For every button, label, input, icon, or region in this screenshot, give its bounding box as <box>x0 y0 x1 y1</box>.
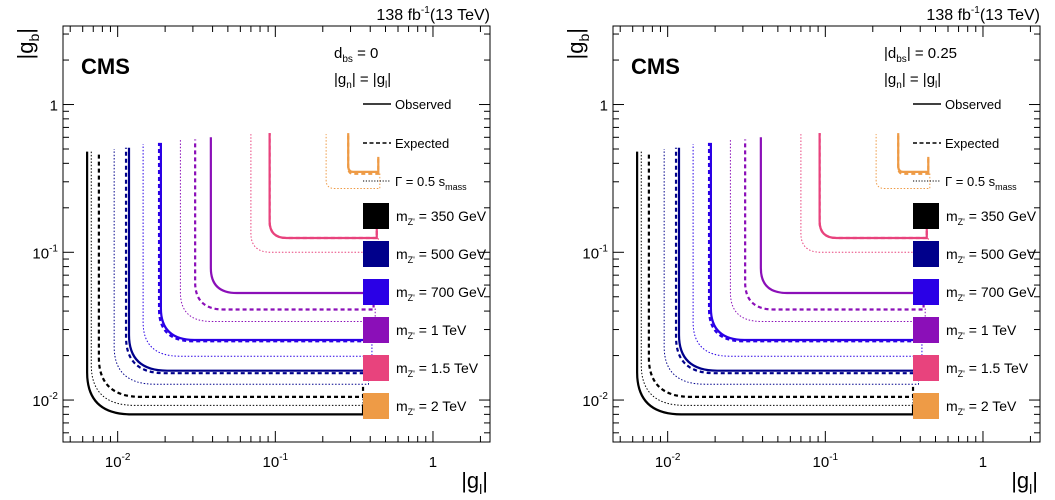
x-tick-label-0: 10-2 <box>105 452 131 471</box>
contour-expected-0 <box>647 151 915 399</box>
legend-mass-label-5: mZ' = 2 TeV <box>396 398 467 417</box>
x-axis-title: |gl| <box>461 468 488 497</box>
y-axis-title: |gb| <box>13 28 42 59</box>
x-axis-title: |gl| <box>1011 468 1038 497</box>
condition-coupling: |gn| = |gl| <box>334 71 391 91</box>
legend-mass-label-3: mZ' = 1 TeV <box>396 322 467 341</box>
contour-expected-3 <box>744 139 925 311</box>
contour-width-2 <box>142 144 373 357</box>
contour-width-2 <box>692 144 923 357</box>
x-tick-label-0: 10-2 <box>655 452 681 471</box>
contour-expected-2 <box>157 142 372 343</box>
contour-observed-0 <box>636 151 915 416</box>
contour-observed-3 <box>209 137 375 295</box>
contour-width-4 <box>250 134 379 253</box>
contour-observed-2 <box>159 142 372 342</box>
legend-swatch-0 <box>913 203 939 229</box>
legend-swatch-4 <box>913 355 939 381</box>
plot-frame <box>62 25 491 443</box>
contour-observed-1 <box>677 147 918 372</box>
panel-left: 10-2 10-1 1 10-2 10-1 1 |gl| |gb| 138 fb-1(13 Te… <box>13 5 491 497</box>
legend-label-dotted: Γ = 0.5 smass <box>395 174 467 192</box>
legend-mass-label-4: mZ' = 1.5 TeV <box>396 360 479 379</box>
y-tick-label-0: 10-2 <box>582 391 608 410</box>
contour-width-5 <box>875 134 931 190</box>
legend-label-dashed: Expected <box>395 136 449 151</box>
legend-swatch-5 <box>913 393 939 419</box>
axis-ticks <box>613 26 1040 442</box>
contour-observed-2 <box>709 142 922 342</box>
condition-coupling: |gn| = |gl| <box>884 71 941 91</box>
legend-swatch-2 <box>363 279 389 305</box>
contour-width-4 <box>800 134 929 253</box>
panel-right: 10-2 10-1 1 10-2 10-1 1 |gl| |gb| 138 fb-1(13 Te… <box>563 5 1041 497</box>
contour-observed-1 <box>127 147 368 372</box>
legend-swatch-3 <box>913 317 939 343</box>
contour-observed-5 <box>347 133 380 173</box>
legend-mass-label-1: mZ' = 500 GeV <box>946 246 1037 265</box>
contour-expected-1 <box>674 147 918 375</box>
legend-swatch-4 <box>363 355 389 381</box>
contour-width-5 <box>325 134 381 190</box>
axis-ticks <box>63 26 490 442</box>
legend-swatch-1 <box>363 241 389 267</box>
contour-expected-2 <box>707 142 922 343</box>
experiment-label: CMS <box>81 54 130 79</box>
contour-expected-3 <box>194 139 375 311</box>
contour-width-0 <box>640 151 914 406</box>
y-tick-label-2: 1 <box>50 98 58 115</box>
legend-mass-label-0: mZ' = 350 GeV <box>396 208 487 227</box>
contours <box>636 133 931 416</box>
experiment-label: CMS <box>631 54 680 79</box>
contour-expected-4 <box>818 133 928 240</box>
plot-frame <box>612 25 1041 443</box>
contour-width-0 <box>90 151 364 406</box>
luminosity-label: 138 fb-1(13 TeV) <box>376 5 490 24</box>
contour-observed-5 <box>897 133 930 173</box>
x-tick-label-2: 1 <box>429 454 437 471</box>
contour-expected-4 <box>268 133 378 240</box>
condition-dbs: dbs = 0 <box>334 45 378 65</box>
legend-label-solid: Observed <box>945 97 1001 112</box>
condition-dbs: |dbs| = 0.25 <box>884 45 957 65</box>
legend-label-dotted: Γ = 0.5 smass <box>945 174 1017 192</box>
x-tick-label-1: 10-1 <box>813 452 839 471</box>
contour-observed-4 <box>268 133 378 240</box>
y-tick-label-1: 10-1 <box>32 243 58 262</box>
y-tick-label-1: 10-1 <box>582 243 608 262</box>
x-tick-label-2: 1 <box>979 454 987 471</box>
y-tick-label-2: 1 <box>600 98 608 115</box>
legend-mass-label-5: mZ' = 2 TeV <box>946 398 1017 417</box>
y-tick-label-0: 10-2 <box>32 391 58 410</box>
legend-mass-label-2: mZ' = 700 GeV <box>396 284 487 303</box>
contour-observed-0 <box>86 151 365 416</box>
contour-observed-3 <box>759 137 925 295</box>
legend-mass-label-1: mZ' = 500 GeV <box>396 246 487 265</box>
legend-label-solid: Observed <box>395 97 451 112</box>
contour-width-1 <box>113 149 370 385</box>
contour-expected-1 <box>124 147 368 375</box>
legend-swatch-1 <box>913 241 939 267</box>
legend-mass-label-2: mZ' = 700 GeV <box>946 284 1037 303</box>
legend-label-dashed: Expected <box>945 136 999 151</box>
legend-swatch-0 <box>363 203 389 229</box>
legend-mass-label-3: mZ' = 1 TeV <box>946 322 1017 341</box>
legend-swatch-2 <box>913 279 939 305</box>
legend-mass-label-4: mZ' = 1.5 TeV <box>946 360 1029 379</box>
y-axis-title: |gb| <box>563 28 592 59</box>
contour-expected-0 <box>97 151 365 399</box>
contour-width-1 <box>663 149 920 385</box>
legend-swatch-5 <box>363 393 389 419</box>
contour-expected-5 <box>897 133 930 175</box>
legend-mass-label-0: mZ' = 350 GeV <box>946 208 1037 227</box>
contours <box>86 133 381 416</box>
contour-observed-4 <box>818 133 928 240</box>
legend-swatch-3 <box>363 317 389 343</box>
contour-width-3 <box>729 139 926 323</box>
luminosity-label: 138 fb-1(13 TeV) <box>926 5 1040 24</box>
contour-width-3 <box>179 139 376 323</box>
contour-expected-5 <box>347 133 380 175</box>
x-tick-label-1: 10-1 <box>263 452 289 471</box>
